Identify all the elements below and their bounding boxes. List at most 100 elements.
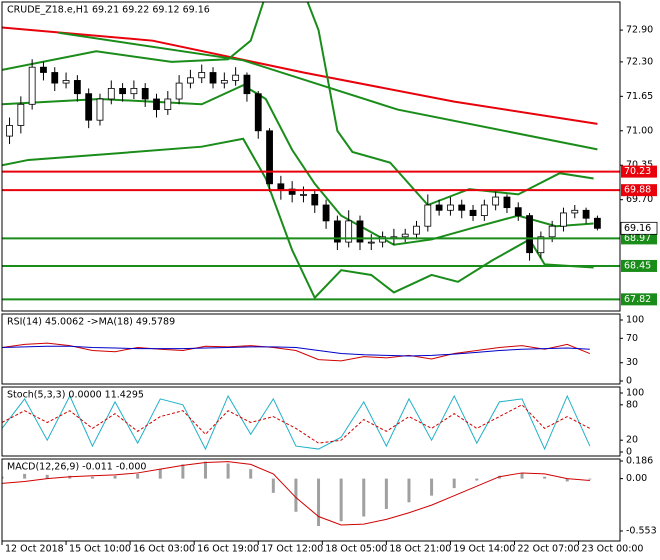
histogram-bar bbox=[181, 464, 185, 479]
histogram-bar bbox=[339, 478, 343, 522]
candle-body bbox=[40, 66, 47, 73]
x-tick-label: 15 Oct 10:00 bbox=[69, 544, 131, 555]
candle-body bbox=[130, 87, 138, 95]
level-label: 68.45 bbox=[624, 260, 651, 271]
y-tick-label: 0.186 bbox=[626, 456, 653, 467]
panel bbox=[2, 394, 591, 451]
candle-body bbox=[311, 193, 319, 206]
panel-frame bbox=[1, 386, 621, 457]
candle-body bbox=[401, 233, 409, 238]
candle-body bbox=[560, 212, 567, 227]
level-label: 68.97 bbox=[624, 233, 651, 244]
histogram-bar bbox=[136, 473, 140, 479]
y-tick-label: 100 bbox=[626, 315, 644, 326]
candle-body bbox=[6, 125, 13, 137]
candle-body bbox=[232, 74, 240, 81]
histogram-bar bbox=[158, 469, 162, 479]
candle-body bbox=[119, 87, 126, 95]
candle-body bbox=[526, 215, 533, 254]
last-price-label: 69.16 bbox=[624, 223, 651, 234]
candle-body bbox=[288, 188, 296, 195]
histogram-bar bbox=[565, 478, 569, 482]
level-label: 70.23 bbox=[624, 166, 651, 177]
panel-frame bbox=[1, 1, 621, 312]
x-tick-label: 12 Oct 2018 bbox=[5, 544, 64, 555]
candle-body bbox=[62, 80, 70, 84]
y-tick-label: 72.90 bbox=[626, 25, 653, 36]
candle-body bbox=[198, 72, 206, 79]
x-tick-label: 18 Oct 21:00 bbox=[389, 544, 451, 555]
histogram-bar bbox=[2, 476, 4, 479]
candle-body bbox=[503, 196, 511, 209]
candle-body bbox=[300, 193, 307, 196]
candle-body bbox=[51, 72, 59, 84]
candle-body bbox=[593, 217, 601, 229]
y-tick-label: 0 bbox=[626, 376, 632, 387]
candle-body bbox=[537, 236, 545, 254]
indicator-line bbox=[2, 342, 591, 362]
candle-body bbox=[277, 183, 285, 190]
candle-body bbox=[480, 204, 488, 216]
candle-body bbox=[582, 209, 590, 219]
candle-body bbox=[458, 204, 466, 211]
candle-body bbox=[175, 82, 183, 100]
x-tick-label: 19 Oct 14:00 bbox=[453, 544, 515, 555]
candle-body bbox=[367, 241, 375, 244]
candle-body bbox=[85, 93, 93, 121]
y-tick-label: 70.35 bbox=[626, 160, 653, 171]
indicator-line bbox=[2, 26, 598, 125]
level-label-box bbox=[621, 232, 657, 245]
candle-body bbox=[187, 77, 194, 84]
candle-body bbox=[447, 204, 454, 211]
panel-frame bbox=[1, 458, 621, 542]
y-tick-label: 71.00 bbox=[626, 125, 653, 136]
histogram-bar bbox=[317, 478, 321, 526]
candle-body bbox=[153, 98, 160, 110]
candle-body bbox=[220, 80, 228, 84]
histogram-bar bbox=[249, 469, 253, 479]
histogram-bar bbox=[203, 461, 207, 479]
indicator-line bbox=[2, 137, 594, 300]
candle-body bbox=[492, 196, 500, 206]
x-tick-label: 23 Oct 00:00 bbox=[582, 544, 644, 555]
candle-body bbox=[333, 220, 341, 243]
y-tick-label: 72.30 bbox=[626, 56, 653, 67]
y-tick-label: 80 bbox=[626, 399, 638, 410]
panel-title: CRUDE_Z18.e,H1 69.21 69.22 69.12 69.16 bbox=[7, 5, 210, 16]
histogram-bar bbox=[452, 478, 456, 489]
candle-body bbox=[17, 103, 25, 126]
y-tick-label: 20 bbox=[626, 435, 638, 446]
candle-body bbox=[469, 209, 477, 216]
histogram-bar bbox=[226, 463, 230, 479]
candle-body bbox=[571, 209, 579, 214]
x-tick-label: 22 Oct 07:00 bbox=[517, 544, 579, 555]
candle-body bbox=[435, 204, 443, 211]
panel-title: MACD(12,26,9) -0.011 -0.000 bbox=[7, 462, 146, 473]
candle-body bbox=[164, 98, 172, 110]
y-tick-label: 100 bbox=[626, 388, 644, 399]
candle-body bbox=[413, 225, 420, 235]
candle-body bbox=[28, 66, 36, 105]
candle-body bbox=[424, 204, 432, 227]
y-tick-label: -0.553 bbox=[626, 526, 657, 537]
candle-body bbox=[96, 98, 104, 121]
histogram-bar bbox=[23, 473, 27, 479]
panel bbox=[2, 342, 591, 362]
histogram-bar bbox=[113, 475, 117, 479]
candle-body bbox=[356, 220, 364, 243]
candle-body bbox=[243, 74, 251, 95]
histogram-bar bbox=[543, 476, 547, 479]
histogram-bar bbox=[588, 478, 592, 480]
y-tick-label: 30 bbox=[626, 357, 638, 368]
candle-body bbox=[73, 80, 81, 95]
level-label-box bbox=[621, 184, 657, 197]
y-tick-label: 70 bbox=[626, 333, 638, 344]
candle-body bbox=[379, 236, 386, 243]
histogram-bar bbox=[430, 478, 434, 496]
histogram-bar bbox=[90, 476, 94, 479]
level-label-box bbox=[621, 259, 657, 272]
histogram-bar bbox=[362, 478, 366, 517]
histogram-bar bbox=[407, 478, 411, 503]
indicator-line bbox=[58, 31, 598, 151]
